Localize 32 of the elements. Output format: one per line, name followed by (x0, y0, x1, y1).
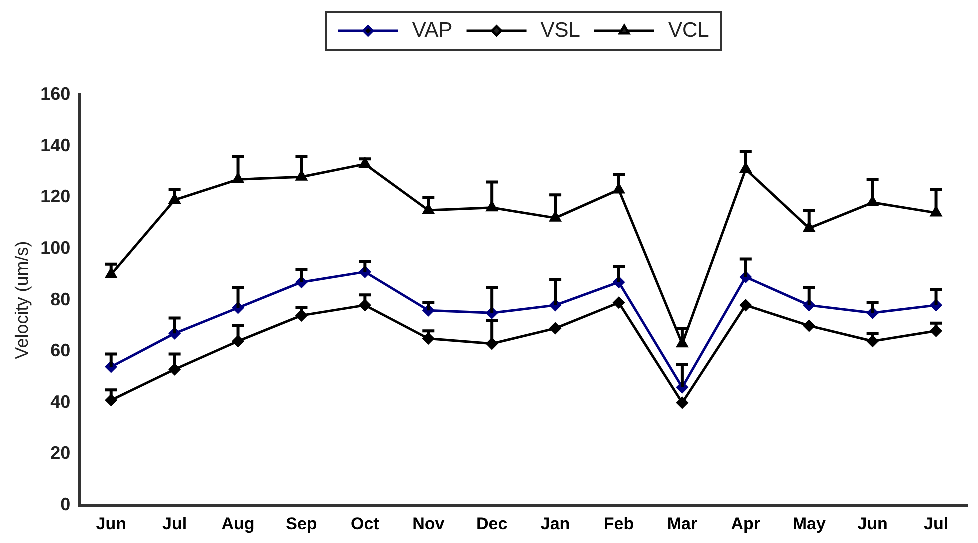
x-tick-label: Jun (96, 514, 126, 534)
y-tick-label: 60 (50, 340, 71, 361)
point (804, 320, 816, 332)
x-tick-label: Sep (286, 514, 318, 534)
y-tick-label: 100 (40, 238, 71, 258)
y-tick-label: 20 (50, 443, 71, 464)
x-tick-label: Jun (858, 514, 888, 534)
point (740, 300, 752, 312)
x-tick-label: Mar (667, 514, 698, 534)
legend-label: VCL (668, 18, 710, 42)
x-tick-label: Jul (924, 514, 949, 534)
point (550, 322, 562, 334)
x-tick-label: Jan (540, 514, 570, 534)
y-axis-title: Velocity (um/s) (12, 241, 32, 360)
legend-label: VSL (540, 18, 580, 42)
x-tick-label: Jul (162, 514, 188, 534)
y-tick-label: 160 (40, 84, 71, 104)
y-tick-label: 80 (50, 289, 71, 310)
x-tick-label: Apr (731, 514, 761, 534)
x-tick-label: Aug (222, 514, 255, 534)
x-tick-label: May (792, 514, 826, 534)
x-tick-label: Feb (604, 514, 634, 534)
point (676, 397, 688, 409)
legend-label: VAP (412, 18, 453, 42)
y-tick-label: 40 (50, 392, 71, 412)
x-tick-label: Dec (476, 514, 508, 534)
x-tick-label: Nov (412, 514, 446, 534)
x-tick-label: Oct (351, 514, 380, 534)
y-tick-label: 120 (40, 186, 71, 207)
y-tick-label: 0 (60, 494, 71, 515)
point (613, 297, 625, 309)
y-tick-label: 140 (40, 135, 71, 156)
